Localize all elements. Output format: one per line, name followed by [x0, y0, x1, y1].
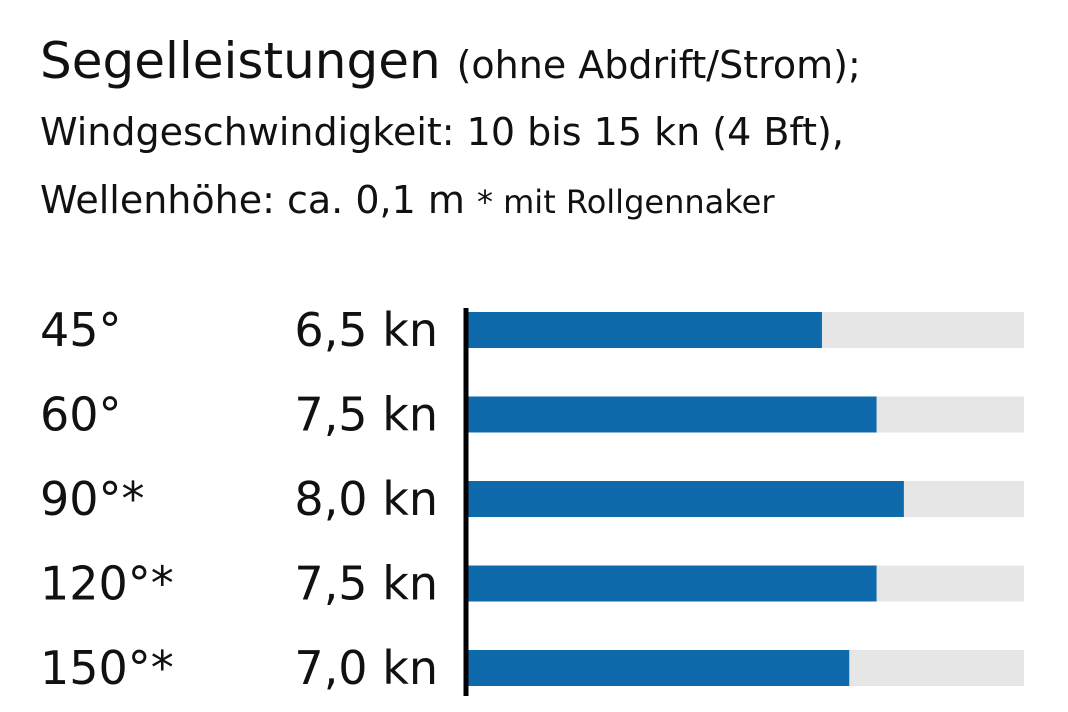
value-label: 7,0 kn — [294, 641, 438, 695]
bar — [467, 396, 877, 433]
bar-rows: 45° 6,5 kn 60° 7,5 kn 90°* 8,0 kn 120°* 7,5 kn 1… — [40, 303, 1024, 695]
bar — [467, 312, 822, 348]
title-main: Segelleistungen — [40, 32, 441, 90]
category-label: 120°* — [40, 557, 174, 611]
chart-title: Segelleistungen (ohne Abdrift/Strom); — [40, 28, 1040, 98]
bar — [467, 650, 850, 686]
category-label: 150°* — [40, 641, 174, 695]
chart-title-block: Segelleistungen (ohne Abdrift/Strom); Wi… — [40, 28, 1040, 236]
category-label: 60° — [40, 388, 122, 442]
bar — [467, 565, 877, 602]
bar — [467, 481, 904, 517]
value-label: 8,0 kn — [294, 472, 438, 526]
value-label: 7,5 kn — [294, 557, 438, 611]
category-label: 45° — [40, 303, 122, 357]
subtitle-wind: Windgeschwindigkeit: 10 bis 15 kn (4 Bft… — [40, 110, 844, 154]
subtitle-waves-text: Wellenhöhe: ca. 0,1 m — [40, 178, 465, 222]
value-label: 6,5 kn — [294, 303, 438, 357]
category-label: 90°* — [40, 472, 145, 526]
subtitle-waves: Wellenhöhe: ca. 0,1 m * mit Rollgennaker — [40, 166, 1040, 236]
title-paren: (ohne Abdrift/Strom); — [456, 43, 861, 87]
footnote-rollgennaker: * mit Rollgennaker — [476, 183, 775, 221]
value-label: 7,5 kn — [294, 388, 438, 442]
